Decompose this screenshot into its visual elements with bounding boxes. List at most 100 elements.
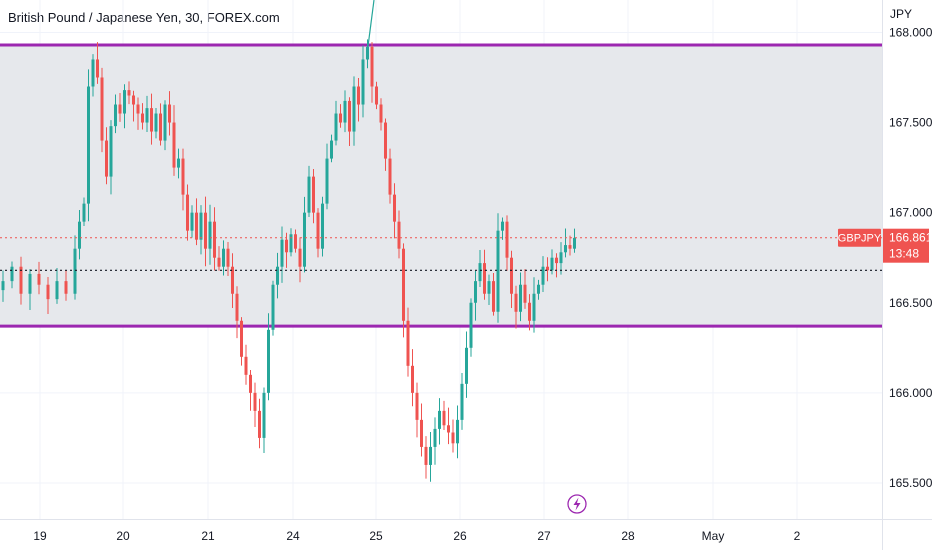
candle-body <box>325 158 329 204</box>
candle-body <box>244 356 248 375</box>
candle-body <box>402 248 405 321</box>
chart-title: British Pound / Japanese Yen, 30, FOREX.… <box>8 10 280 25</box>
price-tick-label: 167.000 <box>889 206 932 220</box>
candle-body <box>415 392 419 420</box>
candle-body <box>348 100 351 132</box>
candle-body <box>357 86 360 105</box>
candle-body <box>186 194 189 231</box>
candle-body <box>1 281 5 291</box>
candle-body <box>172 122 176 168</box>
price-tick-label: 168.000 <box>889 25 932 39</box>
candle-body <box>55 281 59 300</box>
candle-body <box>505 221 509 258</box>
time-tick-label: 26 <box>453 529 467 543</box>
range-zone <box>0 45 882 327</box>
candle-body <box>420 419 423 447</box>
candle-body <box>429 446 432 465</box>
candle-body <box>433 428 437 447</box>
price-tick-label: 167.500 <box>889 116 932 130</box>
time-tick-label: 19 <box>33 529 47 543</box>
candle-body <box>150 108 153 132</box>
candle-body <box>267 329 270 393</box>
time-tick-label: 21 <box>201 529 215 543</box>
candle-body <box>550 257 554 271</box>
candle-body <box>28 273 32 294</box>
candle-body <box>406 320 410 366</box>
candle-body <box>249 374 252 393</box>
candle-body <box>276 266 279 285</box>
candle-body <box>388 158 392 195</box>
time-axis[interactable]: 19 20 21 24 25 26 27 28 May 2 <box>33 529 800 543</box>
candle-body <box>73 248 77 294</box>
candle-body <box>285 239 288 253</box>
price-tick-label: 165.500 <box>889 476 932 490</box>
candle-body <box>195 212 198 240</box>
candle-body <box>127 90 131 96</box>
candle-body <box>100 77 104 141</box>
candle-body <box>240 320 243 357</box>
price-value: 166.861 <box>889 231 932 245</box>
candle-body <box>64 281 68 294</box>
candle-body <box>442 410 446 426</box>
candle-body <box>469 302 473 348</box>
candle-body <box>91 59 95 87</box>
candle-body <box>397 221 401 249</box>
candle-body <box>226 248 230 267</box>
time-tick-label: May <box>702 529 725 543</box>
candle-body <box>37 273 41 285</box>
candle-body <box>316 212 320 249</box>
candle-body <box>177 158 180 168</box>
price-tick-label: 166.500 <box>889 296 932 310</box>
candle-body <box>168 104 171 123</box>
time-tick-label: 24 <box>286 529 300 543</box>
candle-body <box>451 432 455 444</box>
candle-body <box>204 212 207 249</box>
candle-body <box>361 59 365 105</box>
candle-body <box>271 284 275 330</box>
candle-body <box>568 245 572 249</box>
countdown: 13:48 <box>889 247 919 261</box>
price-axis[interactable]: 168.000 167.500 167.000 166.500 166.000 165.5… <box>889 25 932 490</box>
candle-body <box>298 248 302 267</box>
candle-body <box>379 104 383 123</box>
candle-body <box>496 230 500 312</box>
candle-body <box>528 302 531 321</box>
candle-body <box>537 284 540 294</box>
candle-body <box>339 113 342 123</box>
candle-body <box>136 104 140 114</box>
candle-body <box>465 347 468 384</box>
candle-body <box>159 113 162 141</box>
candle-body <box>438 410 441 429</box>
candle-body <box>519 284 522 312</box>
candle-body <box>501 221 504 231</box>
candle-body <box>474 281 477 303</box>
candle-body <box>411 365 414 393</box>
candle-body <box>109 126 113 177</box>
candle-body <box>154 113 158 132</box>
wick-spike <box>366 0 375 55</box>
candle-body <box>123 90 126 114</box>
candle-body <box>559 252 563 264</box>
candle-body <box>447 425 450 433</box>
candle-body <box>393 194 396 222</box>
candle-body <box>478 263 482 282</box>
candle-body <box>199 212 203 240</box>
candle-body <box>483 263 486 294</box>
candle-body <box>114 104 117 127</box>
candle-body <box>303 212 306 267</box>
symbol-price-tag: GBPJPY <box>838 228 882 247</box>
candle-body <box>19 266 23 294</box>
candle-body <box>523 284 527 303</box>
candle-body <box>573 237 576 249</box>
time-tick-label: 27 <box>537 529 551 543</box>
candle-body <box>190 212 194 231</box>
lightning-icon[interactable] <box>567 494 587 514</box>
candle-body <box>87 86 90 204</box>
candle-body <box>487 281 491 294</box>
candle-body <box>370 46 374 87</box>
candle-body <box>82 203 86 222</box>
candle-body <box>456 419 459 444</box>
time-tick-label: 25 <box>369 529 383 543</box>
candle-body <box>141 113 144 123</box>
